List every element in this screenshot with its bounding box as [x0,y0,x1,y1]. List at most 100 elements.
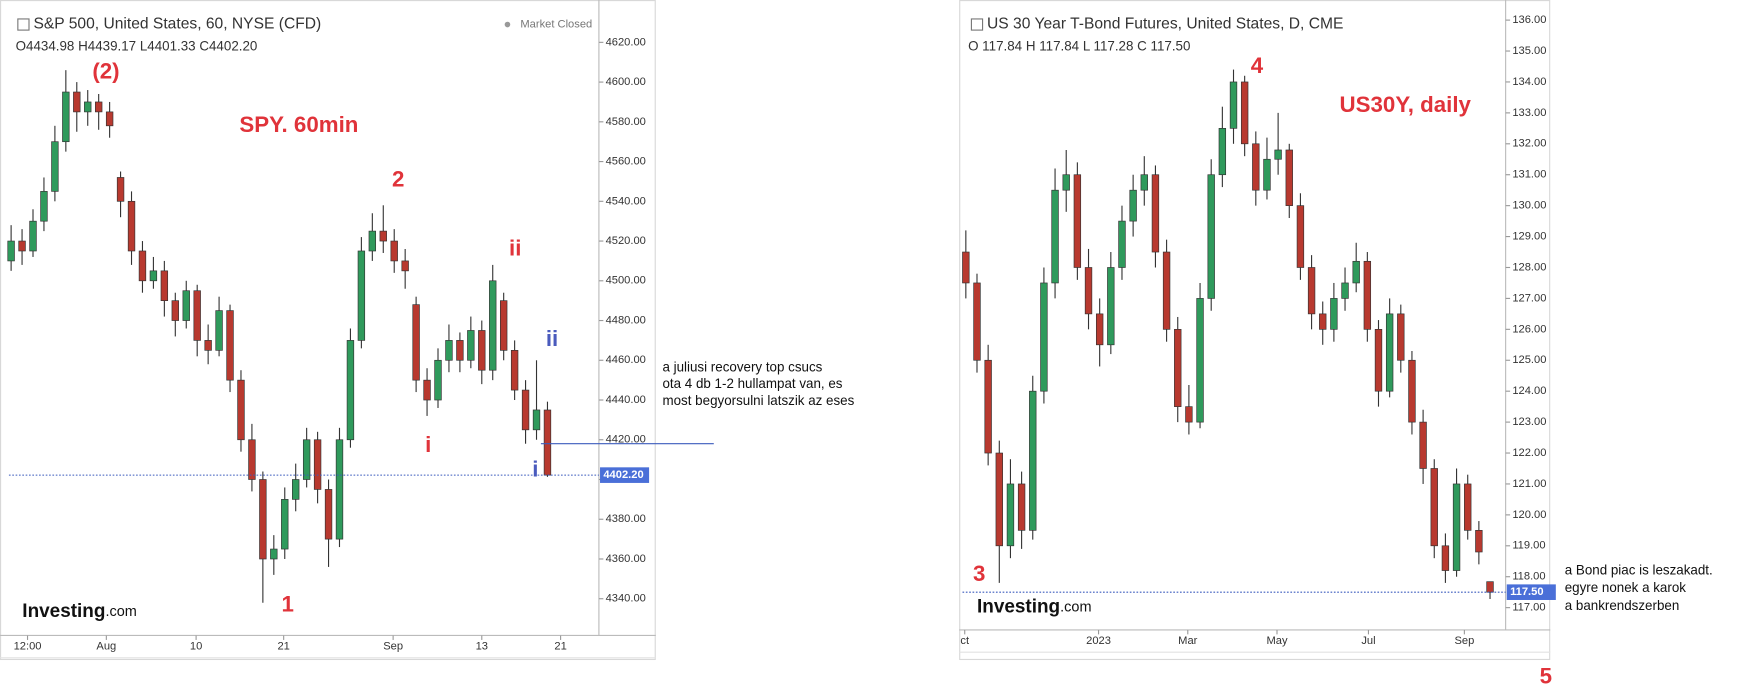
y-tick-label: 128.00 [1512,261,1546,273]
candle-body [1129,189,1137,222]
candle-body [51,141,59,192]
wave-label: i [425,432,431,457]
y-tick-label: 118.00 [1512,571,1545,583]
market-status: Market Closed [520,18,592,30]
candle-body [1330,298,1338,330]
wave-label: US30Y, daily [1340,92,1472,117]
candle-body [1029,390,1037,531]
candle-body [1162,251,1171,330]
y-tick-label: 120.00 [1512,509,1546,521]
candle-body [1185,406,1193,423]
y-tick-label: 125.00 [1512,354,1546,366]
candle-body [18,240,26,252]
candle-body [84,101,92,113]
y-tick-label: 129.00 [1512,231,1546,243]
chart-title: S&P 500, United States, 60, NYSE (CFD) [33,16,321,33]
candle-body [73,91,81,113]
x-tick-label: 12:00 [14,641,42,653]
y-tick-label: 4520.00 [606,235,646,247]
logo-part: Investing [977,597,1060,618]
logo-part: Investing [22,601,105,622]
y-tick-label: 119.00 [1512,540,1545,552]
candle-body [1151,174,1160,253]
candle-body [467,330,475,361]
note-line: ota 4 db 1-2 hullampat van, es [662,376,842,391]
candle-body [1140,174,1148,191]
candle-body [1040,282,1048,392]
candle-body [521,389,530,431]
candle-body [335,439,344,540]
candle-body [324,489,333,540]
x-tick-label: ct [960,635,970,647]
logo-part: .com [105,604,136,620]
candle-body [1385,313,1394,392]
candle-body [1084,267,1093,315]
candle-body [29,220,37,252]
candle-body [1363,260,1372,330]
candle-body [445,340,453,361]
candle-body [94,101,103,113]
y-tick-label: 124.00 [1512,385,1546,397]
candle-body [1408,359,1416,423]
candle-body [1062,174,1070,191]
wave-label: (2) [92,58,119,83]
candle-body [292,479,300,500]
candle-body [1464,483,1472,531]
candles [962,69,1494,599]
candle-body [973,282,981,361]
candle-body [478,330,486,371]
candle-body [390,240,398,262]
candle-body [149,270,158,282]
note-line: most begyorsulni latszik az eses [662,393,854,408]
y-tick-label: 132.00 [1512,138,1546,150]
candle-body [1017,483,1026,531]
y-tick-label: 4500.00 [606,275,646,287]
candle-body [1296,205,1305,268]
chart-title: US 30 Year T-Bond Futures, United States… [987,16,1343,33]
y-tick-label: 117.00 [1512,602,1545,614]
candle-body [1218,128,1227,176]
candle-body [1274,149,1282,160]
wave-label: i [532,456,538,481]
candle-body [193,290,201,341]
y-tick-label: 4580.00 [606,116,646,128]
x-tick-label: 2023 [1086,635,1111,647]
y-tick-label: 126.00 [1512,323,1546,335]
candle-body [434,359,442,401]
x-tick-label: Sep [1454,635,1474,647]
candle-body [401,260,409,272]
candle-body [7,240,15,262]
candle-body [1006,483,1015,547]
logo-part: .com [1060,599,1091,615]
y-tick-label: 133.00 [1512,107,1546,119]
candle-body [962,251,970,284]
last-price-tag [600,467,650,483]
x-tick-label: Jul [1361,635,1375,647]
candle-body [1107,267,1115,346]
candle-body [1319,313,1327,330]
candle-body [281,499,289,550]
wave-label: 1 [282,591,294,616]
y-tick-label: 136.00 [1512,14,1546,26]
y-tick-label: 4340.00 [606,593,646,605]
x-tick-label: 10 [190,641,202,653]
candle-body [984,359,992,454]
candle-body [313,439,322,490]
candle-body [1263,158,1271,191]
candle-body [171,300,179,321]
candle-body [248,439,256,480]
logo: Investing.com [977,597,1092,618]
wave-label: ii [546,326,558,351]
candle-body [182,290,190,321]
y-tick-label: 4420.00 [606,434,646,446]
x-tick-label: 13 [476,641,488,653]
ohlc-legend: O4434.98 H4439.17 L4401.33 C4402.20 [16,38,258,53]
y-tick-label: 4620.00 [606,36,646,48]
y-tick-label: 4440.00 [606,394,646,406]
wave-label: 4 [1251,53,1264,78]
candle-body [1285,149,1293,206]
y-tick-label: 4460.00 [606,354,646,366]
candle-body [346,340,355,441]
note-line: a juliusi recovery top csucs [662,359,822,374]
